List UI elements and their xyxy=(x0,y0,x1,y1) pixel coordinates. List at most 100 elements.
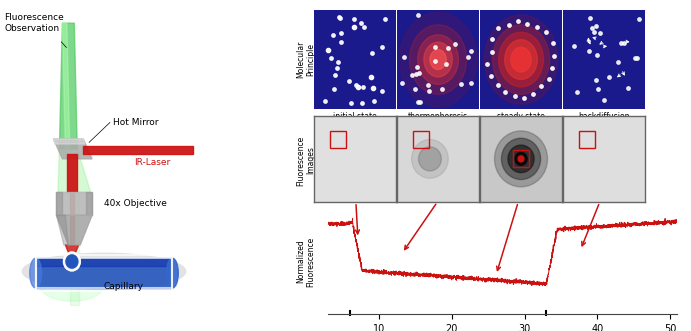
Point xyxy=(365,74,376,79)
Point xyxy=(632,55,643,61)
Point xyxy=(509,93,520,99)
Circle shape xyxy=(511,47,531,72)
Polygon shape xyxy=(57,192,92,215)
Polygon shape xyxy=(57,215,92,245)
Point xyxy=(592,53,603,58)
Circle shape xyxy=(495,131,547,187)
Point xyxy=(590,77,601,83)
Point xyxy=(410,71,422,76)
Point xyxy=(598,98,609,103)
Circle shape xyxy=(502,138,540,179)
Point xyxy=(455,82,466,87)
Point xyxy=(492,25,503,30)
Text: Capillary: Capillary xyxy=(104,282,144,291)
Text: 40x Objective: 40x Objective xyxy=(104,199,167,208)
Point xyxy=(325,56,337,61)
Polygon shape xyxy=(36,258,172,288)
Circle shape xyxy=(410,25,466,94)
Point xyxy=(406,72,417,78)
Point xyxy=(346,101,357,106)
Point xyxy=(442,45,453,51)
Polygon shape xyxy=(36,258,172,266)
Circle shape xyxy=(518,156,524,162)
X-axis label: steady state: steady state xyxy=(497,112,545,121)
Point xyxy=(543,76,554,82)
Point xyxy=(618,40,630,45)
Point xyxy=(486,49,498,55)
Point xyxy=(630,55,641,60)
Point xyxy=(415,100,426,105)
Point xyxy=(535,84,546,89)
Point xyxy=(424,88,435,93)
Text: Normalized
Fluorescence: Normalized Fluorescence xyxy=(296,236,316,287)
Point xyxy=(436,86,447,91)
X-axis label: initial state: initial state xyxy=(333,112,377,121)
Circle shape xyxy=(515,152,527,165)
Point xyxy=(449,42,460,47)
Point xyxy=(548,53,559,58)
Polygon shape xyxy=(66,245,79,261)
Point xyxy=(351,83,362,88)
Point xyxy=(357,100,368,106)
Point xyxy=(368,86,379,91)
Point xyxy=(583,48,594,53)
Point xyxy=(519,95,530,100)
Polygon shape xyxy=(53,139,85,144)
Bar xyxy=(513,150,529,167)
Point xyxy=(334,15,345,20)
Point xyxy=(547,65,558,71)
Polygon shape xyxy=(62,23,70,149)
Point xyxy=(413,12,424,18)
Circle shape xyxy=(64,252,80,271)
Point xyxy=(500,90,511,95)
Point xyxy=(333,60,344,65)
Point xyxy=(465,80,476,85)
Point xyxy=(328,32,339,38)
Bar xyxy=(413,131,429,148)
Text: Molecular
Principle: Molecular Principle xyxy=(296,41,316,78)
Point xyxy=(634,16,645,21)
Point xyxy=(592,86,603,91)
Circle shape xyxy=(508,145,534,173)
Circle shape xyxy=(399,13,477,107)
Polygon shape xyxy=(86,192,92,215)
Point xyxy=(334,15,346,20)
Point xyxy=(440,61,451,67)
Point xyxy=(411,64,422,70)
Point xyxy=(522,22,533,27)
Point xyxy=(343,78,354,83)
Circle shape xyxy=(417,35,458,84)
Point xyxy=(379,17,390,22)
Point xyxy=(503,23,514,28)
Point xyxy=(531,24,542,29)
Circle shape xyxy=(430,50,446,70)
Circle shape xyxy=(424,42,453,77)
Polygon shape xyxy=(57,192,62,215)
Point xyxy=(571,89,582,94)
Ellipse shape xyxy=(167,258,178,288)
Text: Fluorescence
Images: Fluorescence Images xyxy=(296,135,316,186)
Point xyxy=(335,30,346,36)
Polygon shape xyxy=(57,215,68,245)
Point xyxy=(319,99,330,104)
Circle shape xyxy=(504,40,538,79)
Polygon shape xyxy=(67,154,77,192)
Point xyxy=(462,55,473,60)
Point xyxy=(615,41,626,46)
Text: Fluorescence
Observation: Fluorescence Observation xyxy=(4,13,64,33)
Point xyxy=(376,88,387,93)
Circle shape xyxy=(412,140,448,178)
Polygon shape xyxy=(53,139,92,159)
Point xyxy=(352,84,363,89)
Point xyxy=(413,99,424,105)
Ellipse shape xyxy=(39,268,104,301)
Point xyxy=(603,75,614,80)
Circle shape xyxy=(66,255,78,268)
Point xyxy=(355,20,366,25)
Point xyxy=(359,24,370,30)
Point xyxy=(367,50,378,55)
Text: IR-Laser: IR-Laser xyxy=(134,158,170,167)
Ellipse shape xyxy=(30,258,41,288)
Polygon shape xyxy=(58,149,91,192)
Point xyxy=(569,44,580,49)
